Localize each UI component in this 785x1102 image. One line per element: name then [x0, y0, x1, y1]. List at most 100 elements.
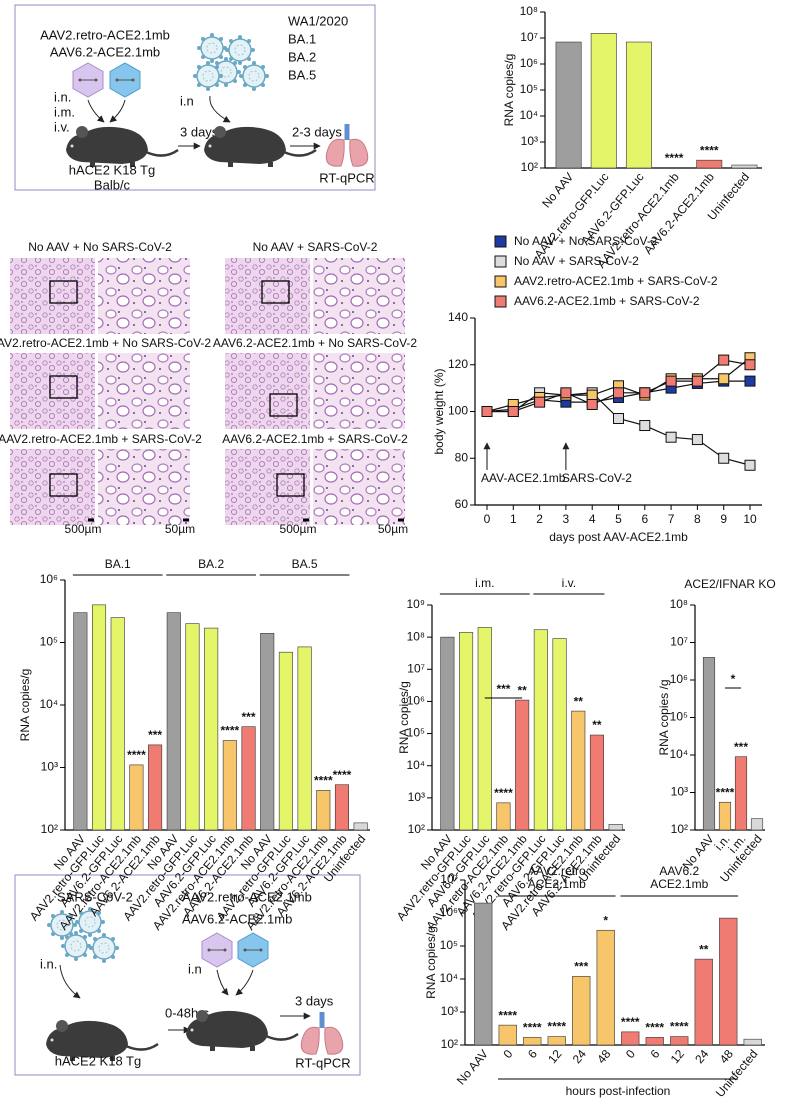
bar — [334, 784, 349, 831]
inset-boxes — [49, 280, 305, 497]
y-tick-label: 10⁸ — [407, 629, 425, 643]
significance-label: ** — [699, 942, 709, 956]
y-tick-label: 10⁶ — [407, 694, 425, 708]
y-tick-label: 140 — [448, 310, 468, 324]
histology-image — [225, 258, 310, 334]
data-point — [639, 387, 651, 399]
bar — [92, 604, 107, 831]
x-tick-label: 5 — [615, 512, 622, 526]
bar — [498, 1024, 517, 1046]
data-point — [586, 389, 598, 401]
significance-label: ** — [574, 694, 584, 708]
inset-box — [261, 280, 290, 304]
data-point — [718, 373, 730, 385]
bar — [523, 1037, 542, 1046]
bar — [148, 744, 163, 831]
data-point — [586, 398, 598, 410]
data-point — [691, 375, 703, 387]
group-label: BA.5 — [292, 557, 318, 571]
bar — [743, 1038, 762, 1046]
significance-label: ** — [517, 683, 527, 697]
bar — [670, 1036, 689, 1046]
x-tick-label: 0 — [484, 512, 491, 526]
bar — [316, 790, 331, 831]
vector-label: AAV2.retro-ACE2.1mb — [40, 27, 170, 42]
y-tick-label: 10³ — [441, 1004, 458, 1018]
chart-title: ACE2/IFNAR KO — [684, 577, 775, 591]
y-tick-label: 10⁴ — [669, 747, 688, 761]
y-tick-label: 10³ — [521, 134, 538, 148]
scale-label: 500µm — [65, 522, 102, 536]
variant-label: BA.1 — [288, 31, 316, 46]
y-axis-label: RNA copies/g — [18, 669, 32, 742]
group-label: i.m. — [475, 576, 494, 590]
interval-label: 2-3 days — [292, 124, 342, 139]
y-tick-label: 10⁴ — [406, 758, 425, 772]
significance-label: **** — [127, 748, 146, 762]
histology-image — [10, 353, 95, 429]
significance-label: **** — [221, 724, 240, 738]
data-point — [481, 406, 493, 417]
bar — [572, 976, 591, 1046]
data-point — [560, 387, 572, 399]
mouse-icon — [64, 124, 180, 169]
variant-label: BA.5 — [288, 67, 316, 82]
y-tick-label: 10⁵ — [40, 635, 58, 649]
y-tick-label: 10⁴ — [39, 697, 58, 711]
y-tick-label: 10⁴ — [439, 971, 458, 985]
virus-label: SARS-CoV-2 — [57, 889, 133, 904]
significance-label: *** — [734, 740, 748, 754]
legend-swatch — [494, 275, 507, 288]
significance-label: **** — [670, 1020, 689, 1034]
histology-image — [313, 258, 405, 334]
group-label: AAV2.retro — [528, 864, 586, 878]
y-tick-label: 10⁵ — [407, 726, 425, 740]
x-tick-label: 6 — [641, 512, 648, 526]
annotation-label: AAV-ACE2.1mb — [481, 471, 566, 485]
vector-icon — [201, 932, 233, 968]
virus-icon — [224, 34, 256, 66]
x-tick-label: 2 — [536, 512, 543, 526]
bar — [590, 33, 617, 169]
inset-box — [276, 473, 305, 497]
bar — [533, 629, 548, 831]
group-label: BA.2 — [198, 557, 224, 571]
histology-image — [225, 353, 310, 429]
x-tick-label: 1 — [510, 512, 517, 526]
y-tick-label: 10³ — [41, 760, 58, 774]
readout-label: RT-qPCR — [295, 1055, 350, 1070]
y-tick-label: 10³ — [671, 785, 688, 799]
data-point — [639, 420, 651, 432]
x-tick-label: 48 — [717, 1047, 737, 1066]
y-axis-label: RNA copies /g — [657, 679, 671, 755]
y-tick-label: 10⁷ — [520, 30, 538, 44]
significance-label: **** — [700, 143, 719, 157]
histology-label: No AAV + SARS-CoV-2 — [253, 240, 378, 254]
bar — [621, 1031, 640, 1046]
y-tick-label: 10⁶ — [670, 672, 688, 686]
route-label: i.n. — [54, 89, 71, 104]
histology-label: AAV6.2-ACE2.1mb + No SARS-CoV-2 — [213, 336, 418, 350]
significance-label: **** — [314, 774, 333, 788]
y-tick-label: 10⁸ — [520, 4, 538, 18]
y-tick-label: 80 — [455, 450, 469, 464]
bar — [110, 617, 125, 831]
series-line — [487, 392, 751, 466]
data-point — [691, 434, 703, 446]
y-tick-label: 10² — [41, 822, 58, 836]
histology-label: AAV2.retro-ACE2.1mb + No SARS-CoV-2 — [0, 336, 211, 350]
virus-icon — [88, 932, 120, 964]
bar — [515, 699, 530, 831]
group-label: AAV6.2 — [659, 864, 699, 878]
arrow — [216, 969, 229, 996]
legend-label: AAV2.retro-ACE2.1mb + SARS-CoV-2 — [514, 274, 718, 288]
bar — [440, 636, 455, 831]
x-tick-label: 0 — [623, 1047, 638, 1061]
scale-label: 50µm — [378, 522, 408, 536]
legend-swatch — [494, 255, 507, 268]
legend-swatch — [494, 235, 507, 248]
bar — [166, 612, 181, 831]
bar — [204, 627, 219, 831]
y-tick-label: 10⁹ — [407, 597, 426, 611]
y-axis-label: RNA copies/g — [424, 926, 438, 999]
